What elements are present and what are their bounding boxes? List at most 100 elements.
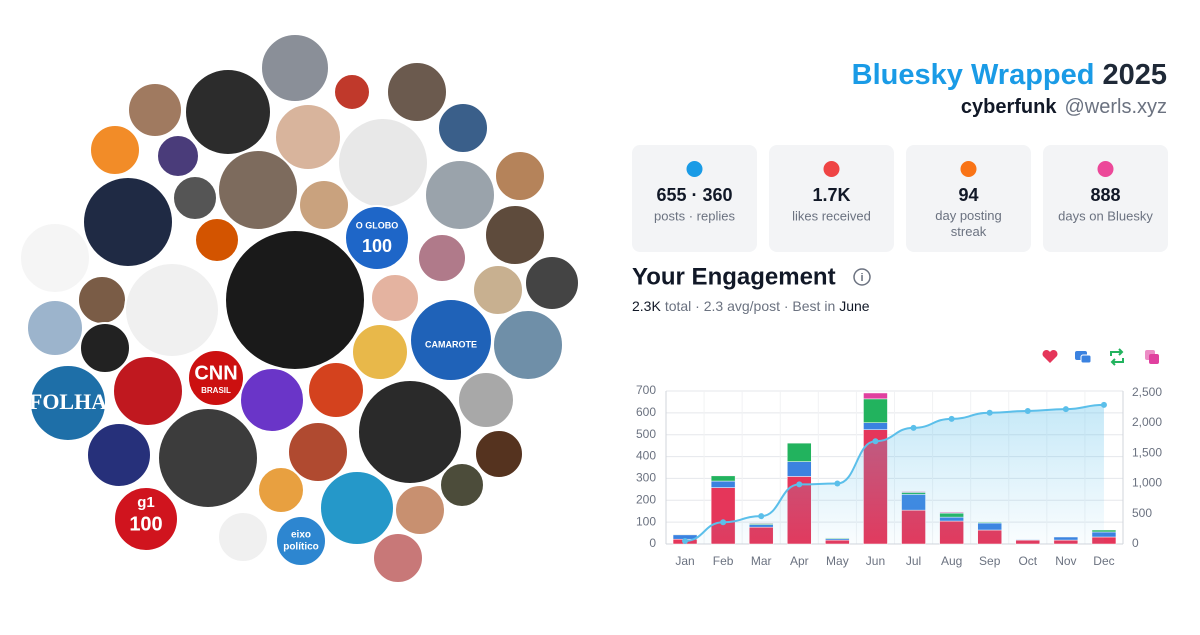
avatar xyxy=(173,176,217,220)
avatar xyxy=(225,230,365,370)
avatar xyxy=(338,118,428,208)
chart: 010020030040050060070005001,0001,5002,00… xyxy=(636,383,1162,568)
bar-segment xyxy=(711,481,735,488)
avatar xyxy=(352,324,408,380)
y-tick-label: 100 xyxy=(636,514,656,528)
stat-icon xyxy=(824,161,840,177)
avatar xyxy=(458,372,514,428)
stat-label: posts · replies xyxy=(654,208,735,223)
y-tick-label: 400 xyxy=(636,449,656,463)
summary-total: 2.3K xyxy=(632,298,661,314)
logo-text: BRASIL xyxy=(201,386,231,395)
y2-tick-label: 500 xyxy=(1132,506,1152,520)
title-year: 2025 xyxy=(1102,59,1167,91)
y-tick-label: 200 xyxy=(636,492,656,506)
legend-icon xyxy=(1081,355,1091,363)
x-tick-label: Feb xyxy=(713,554,734,568)
avatar xyxy=(473,265,523,315)
summary-best: June xyxy=(839,298,870,314)
stat-label: day posting streak xyxy=(916,208,1021,240)
avatar xyxy=(495,151,545,201)
avatar xyxy=(308,362,364,418)
avatar xyxy=(440,463,484,507)
avatar xyxy=(373,533,423,583)
avatar xyxy=(371,274,419,322)
bar-segment xyxy=(787,462,811,477)
avatar xyxy=(425,160,495,230)
avatar xyxy=(27,300,83,356)
avatar xyxy=(218,150,298,230)
logo-text: FOLHA xyxy=(29,389,107,414)
avatar xyxy=(261,34,329,102)
stat-icon xyxy=(961,161,977,177)
logo-text: CAMAROTE xyxy=(425,339,477,349)
line-point xyxy=(949,416,955,422)
x-tick-label: Aug xyxy=(941,554,962,568)
bar-segment xyxy=(863,423,887,430)
y-tick-label: 600 xyxy=(636,405,656,419)
avatar xyxy=(485,205,545,265)
avatar xyxy=(185,69,271,155)
info-icon-glyph: i xyxy=(860,272,863,284)
avatar xyxy=(113,356,183,426)
legend-icon xyxy=(1042,350,1057,363)
logo-text: político xyxy=(283,542,319,553)
y-tick-label: 700 xyxy=(636,383,656,397)
stat-icon xyxy=(1098,161,1114,177)
y2-tick-label: 1,000 xyxy=(1132,476,1162,490)
avatar xyxy=(157,135,199,177)
avatar xyxy=(418,234,466,282)
avatar xyxy=(475,430,523,478)
logo-text: g1 xyxy=(137,494,155,511)
line-point xyxy=(796,481,802,487)
avatar xyxy=(90,125,140,175)
avatar xyxy=(195,218,239,262)
legend xyxy=(1042,349,1159,365)
stat-value: 888 xyxy=(1090,185,1120,205)
y2-tick-label: 2,000 xyxy=(1132,415,1162,429)
avatar xyxy=(158,408,258,508)
line-point xyxy=(682,538,688,544)
bar-segment xyxy=(711,476,735,481)
line-point xyxy=(834,481,840,487)
stat-label-box: day posting streak xyxy=(916,208,1021,244)
legend-icon xyxy=(1111,349,1123,365)
stat-label: likes received xyxy=(792,208,871,223)
user: cyberfunk @werls.xyz xyxy=(961,96,1167,118)
stat-label: days on Bluesky xyxy=(1058,208,1153,223)
avatar xyxy=(438,103,488,153)
avatar xyxy=(83,177,173,267)
bar-segment xyxy=(787,443,811,462)
line-point xyxy=(1063,406,1069,412)
y2-tick-label: 2,500 xyxy=(1132,385,1162,399)
username: cyberfunk xyxy=(961,96,1057,118)
line-point xyxy=(987,410,993,416)
legend-icon xyxy=(1149,354,1159,364)
stat-value: 94 xyxy=(958,185,978,205)
avatar xyxy=(387,62,447,122)
avatar xyxy=(80,323,130,373)
logo-text: 100 xyxy=(129,513,162,535)
x-tick-label: Sep xyxy=(979,554,1001,568)
line-point xyxy=(720,519,726,525)
bar-segment xyxy=(863,393,887,399)
line-point xyxy=(1101,402,1107,408)
avatar xyxy=(87,423,151,487)
handle: @werls.xyz xyxy=(1064,96,1167,118)
y2-tick-label: 0 xyxy=(1132,536,1139,550)
avatar xyxy=(320,471,394,545)
x-tick-label: Jun xyxy=(866,554,885,568)
y-tick-label: 0 xyxy=(649,536,656,550)
avatar xyxy=(299,180,349,230)
avatar xyxy=(493,310,563,380)
y-tick-label: 500 xyxy=(636,427,656,441)
line-point xyxy=(758,513,764,519)
summary-text: total · 2.3 avg/post · Best in xyxy=(665,298,835,314)
x-tick-label: Apr xyxy=(790,554,809,568)
x-tick-label: Dec xyxy=(1093,554,1114,568)
x-tick-label: Oct xyxy=(1018,554,1037,568)
